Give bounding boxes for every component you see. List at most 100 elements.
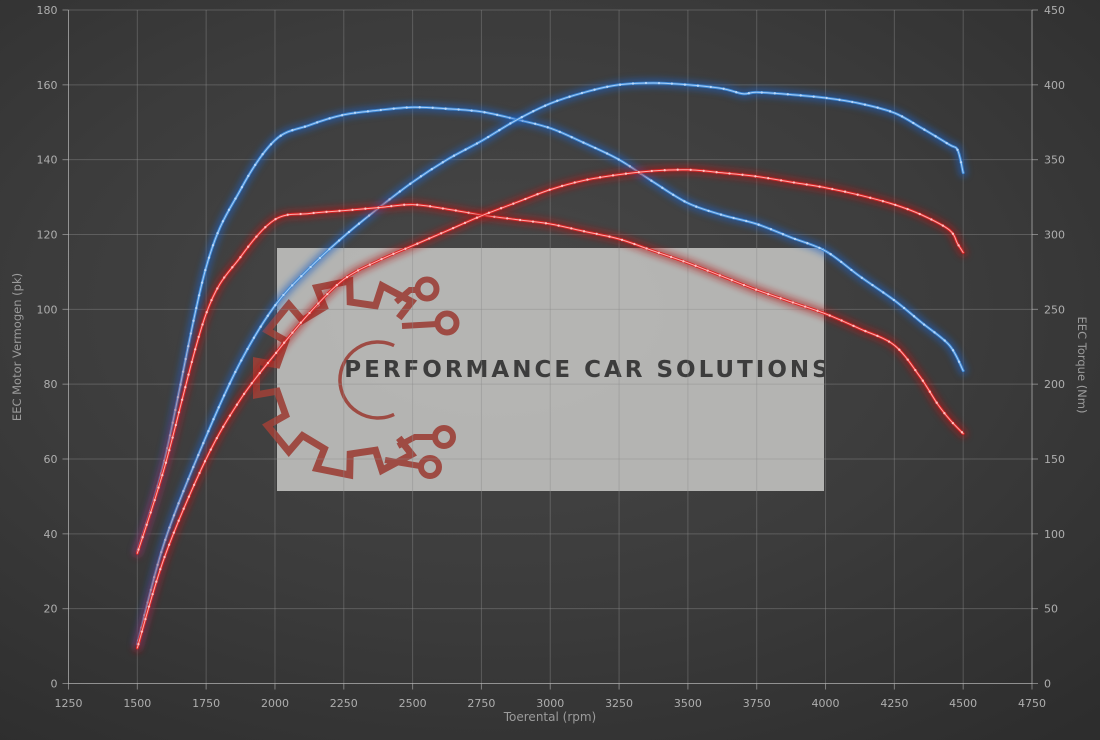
data-point-marker (316, 121, 319, 124)
data-point-marker (364, 207, 367, 210)
data-point-marker (661, 186, 664, 189)
data-point-marker (147, 605, 151, 608)
data-point-marker (141, 536, 144, 539)
x-tick-label: 3500 (674, 697, 702, 710)
data-point-marker (860, 276, 863, 279)
x-tick-label: 3750 (743, 697, 771, 710)
data-point-marker (676, 168, 679, 171)
data-point-marker (201, 323, 204, 326)
data-point-marker (606, 85, 609, 88)
data-point-marker (192, 465, 195, 469)
data-point-marker (159, 568, 162, 571)
data-point-marker (317, 302, 320, 305)
data-point-marker (887, 340, 891, 343)
data-point-marker (309, 265, 312, 269)
data-point-marker (379, 108, 382, 112)
data-point-marker (258, 371, 261, 375)
data-point-marker (207, 256, 211, 259)
data-point-marker (274, 218, 277, 221)
data-point-marker (171, 436, 174, 439)
data-point-marker (892, 298, 896, 302)
data-point-marker (657, 251, 660, 254)
data-point-marker (694, 264, 697, 267)
data-point-marker (215, 436, 218, 440)
data-point-marker (205, 311, 208, 314)
data-point-marker (269, 143, 273, 146)
data-point-marker (840, 319, 843, 322)
data-point-marker (876, 334, 879, 338)
watermark: PERFORMANCE CAR SOLUTIONS (253, 248, 829, 491)
data-point-marker (792, 181, 796, 184)
data-point-marker (728, 172, 731, 175)
data-point-marker (428, 237, 431, 240)
data-point-marker (928, 390, 931, 393)
data-point-marker (430, 168, 433, 171)
data-point-marker (291, 331, 294, 334)
data-point-marker (221, 220, 225, 223)
data-point-marker (140, 630, 144, 633)
data-point-marker (325, 210, 328, 214)
x-tick-label: 3000 (536, 697, 564, 710)
y-tick-label-left: 180 (37, 4, 58, 17)
data-point-marker (645, 247, 648, 250)
data-point-marker (264, 226, 267, 229)
data-point-marker (631, 82, 635, 85)
y-axis-title-left: EEC Motor Vermogen (pk) (10, 273, 24, 421)
data-point-marker (328, 117, 331, 120)
data-point-marker (259, 325, 262, 328)
data-point-marker (935, 401, 938, 404)
data-point-marker (239, 256, 242, 259)
data-point-marker (202, 442, 205, 445)
data-point-marker (246, 347, 249, 351)
data-point-marker (483, 111, 486, 114)
y-tick-label-right: 300 (1044, 229, 1065, 242)
data-point-marker (754, 175, 757, 178)
tick-labels: 0 20 40 60 80 100 120 140 160 180 0 50 100 150 200 250 3… (37, 4, 1066, 710)
curve-blue-torque-core (136, 106, 964, 553)
data-point-marker (312, 211, 315, 215)
data-point-marker (921, 379, 924, 382)
data-point-marker (217, 406, 220, 409)
data-point-marker (548, 188, 551, 191)
data-point-marker (388, 198, 391, 201)
data-point-marker (851, 100, 854, 104)
data-point-marker (172, 531, 175, 534)
y-tick-label-left: 60 (44, 453, 58, 466)
x-tick-label: 4500 (949, 697, 977, 710)
data-point-marker (475, 216, 479, 219)
data-point-marker (611, 174, 615, 177)
data-point-marker (536, 193, 539, 196)
data-point-marker (582, 141, 585, 144)
data-point-marker (637, 171, 640, 174)
data-point-marker (416, 242, 419, 245)
data-point-marker (767, 292, 770, 296)
data-point-marker (850, 268, 853, 272)
data-point-marker (900, 115, 904, 118)
data-point-marker (155, 580, 158, 583)
data-point-marker (499, 207, 503, 210)
data-point-marker (864, 329, 867, 333)
data-point-marker (791, 301, 795, 304)
data-point-marker (431, 106, 434, 109)
data-point-marker (781, 233, 785, 236)
data-point-marker (930, 218, 933, 221)
data-point-marker (240, 359, 243, 362)
data-point-marker (586, 178, 589, 181)
data-point-marker (524, 197, 527, 201)
data-point-marker (377, 206, 380, 209)
data-point-marker (467, 211, 470, 214)
data-point-marker (793, 237, 797, 241)
y-tick-label-right: 50 (1044, 603, 1058, 616)
data-point-marker (828, 314, 831, 317)
data-point-marker (247, 174, 250, 178)
data-point-marker (200, 281, 204, 284)
y-tick-label-right: 150 (1044, 453, 1065, 466)
y-tick-label-left: 160 (37, 79, 58, 92)
data-point-marker (390, 204, 393, 208)
data-point-marker (409, 182, 412, 185)
data-point-marker (216, 287, 219, 290)
data-point-marker (164, 538, 167, 542)
x-tick-label: 4000 (812, 697, 840, 710)
data-point-marker (923, 128, 926, 131)
data-point-marker (722, 87, 725, 90)
